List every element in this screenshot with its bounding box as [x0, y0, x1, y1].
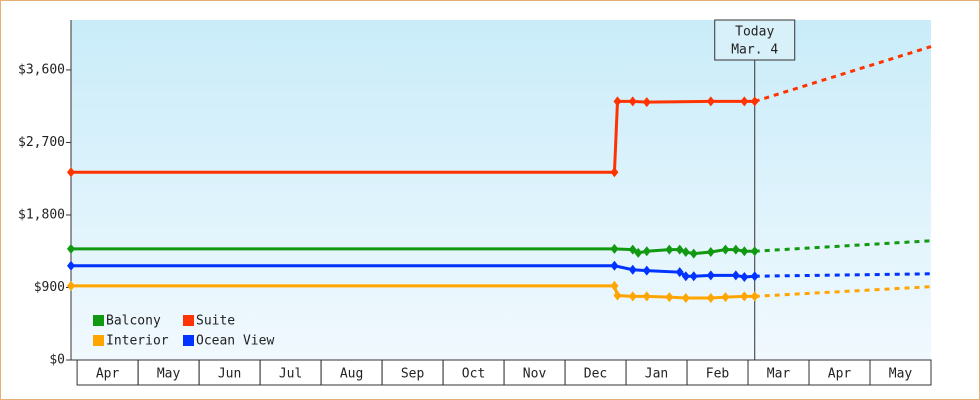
point	[740, 246, 749, 257]
point	[689, 248, 698, 259]
point	[642, 97, 651, 108]
legend-swatch	[93, 335, 104, 346]
point	[613, 96, 622, 107]
point	[613, 290, 622, 301]
legend-label: Interior	[106, 334, 169, 349]
x-tick-label: Aug	[340, 367, 363, 382]
x-tick-label: Jan	[645, 367, 668, 382]
legend-label: Suite	[196, 314, 235, 329]
point	[740, 96, 749, 107]
point	[740, 291, 749, 302]
point	[610, 280, 619, 291]
x-tick-label: Oct	[462, 367, 485, 382]
point	[689, 271, 698, 282]
point	[750, 96, 759, 107]
legend-label: Ocean View	[196, 334, 274, 349]
point	[67, 280, 75, 291]
point	[721, 292, 730, 303]
point	[706, 247, 715, 258]
x-tick-label: Mar	[767, 367, 791, 382]
today-label: Today	[735, 25, 774, 40]
series-line	[71, 99, 755, 174]
point	[610, 260, 619, 271]
point	[610, 243, 619, 254]
point	[675, 244, 684, 255]
plot-area	[71, 20, 931, 360]
point	[628, 96, 637, 107]
point	[67, 260, 75, 271]
y-tick-label: $0	[49, 353, 65, 368]
x-tick-label: Apr	[828, 367, 852, 382]
point	[750, 291, 759, 302]
point	[642, 265, 651, 276]
x-tick-label: Feb	[706, 367, 730, 382]
point	[731, 270, 740, 281]
point	[721, 244, 730, 255]
point	[706, 292, 715, 303]
point	[628, 291, 637, 302]
y-tick-label: $3,600	[18, 62, 65, 77]
point	[750, 271, 759, 282]
x-tick-label: Jul	[279, 367, 302, 382]
point	[681, 247, 690, 258]
point	[628, 264, 637, 275]
today-box	[714, 19, 796, 61]
y-tick-label: $1,800	[18, 207, 65, 222]
x-tick-label: Sep	[401, 367, 425, 382]
x-tick-label: May	[157, 367, 181, 382]
point	[731, 244, 740, 255]
x-tick-label: Dec	[584, 367, 607, 382]
y-tick-label: $2,700	[18, 135, 65, 150]
point	[740, 272, 749, 283]
point	[628, 244, 637, 255]
point	[634, 247, 643, 258]
point	[665, 244, 674, 255]
point	[642, 291, 651, 302]
legend-swatch	[183, 335, 194, 346]
point	[665, 292, 674, 303]
point	[681, 292, 690, 303]
point	[706, 96, 715, 107]
point	[681, 271, 690, 282]
x-tick-label: May	[889, 367, 913, 382]
forecast-line	[754, 45, 932, 103]
month-cell	[869, 359, 932, 386]
x-tick-label: Apr	[96, 367, 120, 382]
point	[706, 270, 715, 281]
point	[642, 246, 651, 257]
point	[67, 167, 75, 178]
point	[610, 167, 619, 178]
x-tick-label: Jun	[218, 367, 241, 382]
legend-swatch	[93, 315, 104, 326]
x-tick-label: Nov	[523, 367, 547, 382]
point	[750, 246, 759, 257]
legend-label: Balcony	[106, 314, 161, 329]
point	[67, 243, 75, 254]
y-tick-label: $900	[34, 280, 65, 295]
today-label: Mar. 4	[731, 43, 778, 58]
legend-swatch	[183, 315, 194, 326]
point	[675, 267, 684, 278]
